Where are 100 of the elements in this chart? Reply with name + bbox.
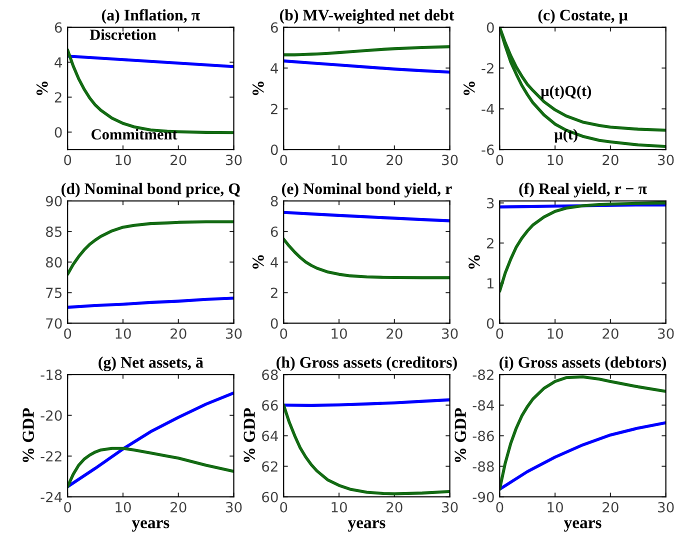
x-tick-label: 0 bbox=[496, 502, 504, 512]
x-tick-label: 20 bbox=[170, 154, 186, 166]
chart-title: (d) Nominal bond price, Q bbox=[62, 182, 240, 198]
y-tick-label: -84 bbox=[472, 400, 494, 411]
y-axis-title: % bbox=[36, 82, 48, 96]
x-tick-label: 30 bbox=[442, 502, 458, 512]
y-tick-label: -90 bbox=[472, 492, 494, 502]
x-tick-label: 20 bbox=[386, 154, 402, 166]
y-tick-label: 60 bbox=[262, 492, 278, 502]
y-tick-label: 6 bbox=[270, 226, 278, 237]
y-tick-label: 6 bbox=[270, 22, 278, 33]
y-tick-label: 80 bbox=[46, 257, 62, 268]
x-tick-label: 30 bbox=[658, 502, 674, 512]
x-tick-label: 20 bbox=[386, 502, 402, 512]
y-tick-label: 85 bbox=[46, 226, 62, 237]
x-tick-label: 0 bbox=[64, 328, 72, 339]
x-tick-label: 10 bbox=[116, 328, 131, 339]
x-tick-label: 20 bbox=[602, 502, 618, 512]
y-tick-label: 75 bbox=[46, 288, 62, 298]
y-tick-label: 62 bbox=[262, 461, 278, 472]
x-tick-label: 30 bbox=[226, 328, 242, 339]
x-tick-label: 20 bbox=[602, 154, 618, 166]
y-axis-title: % bbox=[464, 82, 475, 96]
y-tick-label: 4 bbox=[270, 257, 278, 268]
y-tick-label: -88 bbox=[472, 461, 494, 472]
y-tick-label: -20 bbox=[40, 410, 62, 421]
x-tick-label: 0 bbox=[496, 154, 504, 166]
chart-title: (h) Gross assets (creditors) bbox=[276, 356, 457, 372]
y-tick-label: 8 bbox=[270, 196, 278, 206]
y-axis-title: % GDP bbox=[22, 408, 34, 462]
x-tick-label: 30 bbox=[226, 154, 242, 166]
y-axis-title: % GDP bbox=[244, 408, 255, 462]
y-tick-label: 70 bbox=[46, 318, 62, 329]
x-tick-label: 20 bbox=[602, 328, 618, 339]
y-axis-title: % bbox=[468, 255, 480, 269]
x-tick-label: 0 bbox=[280, 328, 288, 339]
x-tick-label: 0 bbox=[64, 154, 72, 166]
chart-title: (f) Real yield, r − π bbox=[519, 182, 647, 198]
y-tick-label: -22 bbox=[40, 451, 62, 462]
y-tick-label: 4 bbox=[54, 57, 62, 68]
y-axis-title: % GDP bbox=[454, 408, 466, 462]
y-tick-label: 68 bbox=[262, 370, 278, 380]
y-tick-label: 90 bbox=[46, 196, 62, 206]
x-axis-title: years bbox=[564, 520, 602, 532]
y-tick-label: 2 bbox=[270, 288, 278, 298]
y-tick-label: 64 bbox=[262, 430, 278, 442]
x-tick-label: 10 bbox=[548, 502, 563, 512]
y-tick-label: -18 bbox=[40, 370, 62, 380]
y-tick-label: -86 bbox=[472, 430, 494, 442]
y-tick-label: 2 bbox=[486, 238, 494, 248]
x-tick-label: 20 bbox=[170, 502, 186, 512]
x-tick-label: 0 bbox=[496, 328, 504, 339]
y-tick-label: 0 bbox=[486, 318, 494, 329]
y-tick-label: -6 bbox=[482, 144, 494, 156]
chart-title: (c) Costate, μ bbox=[538, 9, 628, 24]
y-tick-label: 0 bbox=[270, 144, 278, 156]
y-tick-label: 2 bbox=[54, 92, 62, 102]
x-tick-label: 30 bbox=[442, 328, 458, 339]
y-axis-title: % bbox=[252, 255, 264, 269]
y-tick-label: 6 bbox=[54, 22, 62, 33]
y-tick-label: 4 bbox=[270, 63, 278, 74]
x-tick-label: 10 bbox=[332, 154, 347, 166]
series-label: μ(t)Q(t) bbox=[540, 85, 592, 100]
y-tick-label: 0 bbox=[270, 318, 278, 329]
y-tick-label: -4 bbox=[482, 104, 494, 114]
x-tick-label: 10 bbox=[332, 328, 347, 339]
y-tick-label: 3 bbox=[487, 198, 494, 208]
y-tick-label: 66 bbox=[262, 400, 278, 411]
series-label: Commitment bbox=[92, 128, 178, 140]
x-tick-label: 30 bbox=[226, 502, 242, 512]
chart-title: (g) Net assets, ā bbox=[98, 356, 204, 372]
y-tick-label: 0 bbox=[54, 127, 62, 138]
x-tick-label: 10 bbox=[116, 502, 131, 512]
x-axis-title: years bbox=[132, 520, 170, 532]
x-tick-label: 30 bbox=[442, 154, 458, 166]
chart-title: (b) MV-weighted net debt bbox=[280, 9, 454, 24]
y-tick-label: -2 bbox=[482, 63, 494, 74]
chart-title: (i) Gross assets (debtors) bbox=[500, 356, 666, 372]
y-tick-label: 0 bbox=[486, 22, 494, 33]
y-axis-title: % bbox=[252, 82, 264, 96]
y-tick-label: 1 bbox=[488, 278, 494, 288]
x-axis-title: years bbox=[348, 520, 386, 532]
series-label: μ(t) bbox=[554, 128, 578, 143]
y-tick-label: -82 bbox=[472, 370, 494, 380]
x-tick-label: 0 bbox=[280, 502, 288, 512]
x-tick-label: 10 bbox=[116, 154, 131, 166]
x-tick-label: 10 bbox=[548, 328, 563, 339]
x-tick-label: 0 bbox=[64, 502, 72, 512]
x-tick-label: 10 bbox=[548, 154, 563, 166]
y-tick-label: -24 bbox=[40, 492, 62, 502]
x-tick-label: 30 bbox=[658, 154, 674, 166]
chart-title: (a) Inflation, π bbox=[102, 9, 200, 24]
x-tick-label: 20 bbox=[170, 328, 186, 339]
y-tick-label: 2 bbox=[270, 104, 278, 114]
chart-title: (e) Nominal bond yield, r bbox=[282, 182, 452, 198]
x-tick-label: 0 bbox=[280, 154, 288, 166]
x-tick-label: 30 bbox=[658, 328, 674, 339]
series-label: Discretion bbox=[90, 29, 156, 40]
x-tick-label: 20 bbox=[386, 328, 402, 339]
x-tick-label: 10 bbox=[332, 502, 347, 512]
